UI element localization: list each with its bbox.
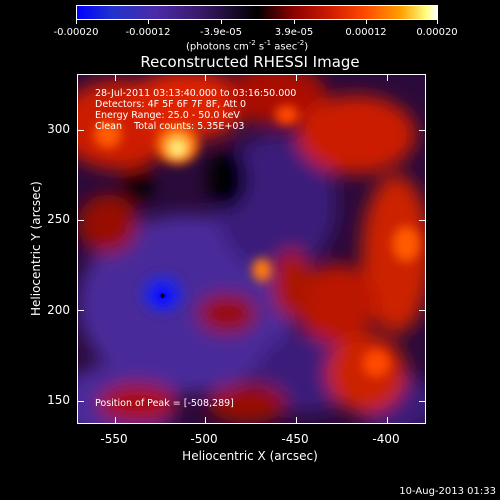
- time-range-text: 28-Jul-2011 03:13:40.000 to 03:16:50.000: [95, 88, 297, 99]
- colorbar: [76, 5, 438, 20]
- y-tick-mark: [78, 401, 84, 402]
- colorbar-tick-label: -0.00012: [125, 27, 171, 38]
- colorbar-tick-mark: [148, 20, 149, 24]
- colorbar-tick-mark: [437, 20, 438, 24]
- colorbar-tick-label: 0.00012: [345, 27, 387, 38]
- x-tick-mark: [387, 75, 388, 81]
- colorbar-tick-mark: [366, 20, 367, 24]
- x-tick-label: -400: [372, 432, 400, 446]
- rhessi-image-panel: 28-Jul-2011 03:13:40.000 to 03:16:50.000…: [77, 74, 426, 424]
- x-tick-label: -550: [100, 432, 128, 446]
- y-tick-mark: [78, 310, 84, 311]
- detectors-text: Detectors: 4F 5F 6F 7F 8F, Att 0: [95, 99, 247, 110]
- rhessi-intensity-map: [78, 75, 425, 423]
- x-tick-mark: [205, 417, 206, 423]
- colorbar-tick-mark: [221, 20, 222, 24]
- observation-info: 28-Jul-2011 03:13:40.000 to 03:16:50.000…: [95, 88, 296, 132]
- y-tick-label: 200: [47, 303, 70, 317]
- energy-range-text: Energy Range: 25.0 - 50.0 keV: [95, 110, 240, 121]
- image-title: Reconstructed RHESSI Image: [140, 53, 360, 71]
- x-axis-label: Heliocentric X (arcsec): [182, 449, 318, 463]
- x-tick-mark: [387, 417, 388, 423]
- colorbar-unit-label: (photons cm-2 s-1 asec-2): [186, 39, 309, 53]
- y-tick-label: 150: [47, 393, 70, 407]
- colorbar-tick-label: -3.9e-05: [200, 27, 242, 38]
- x-tick-mark: [296, 75, 297, 81]
- colorbar-tick-label: 3.9e-05: [274, 27, 314, 38]
- colorbar-tick-mark: [294, 20, 295, 24]
- y-axis-label: Heliocentric Y (arcsec): [29, 181, 43, 316]
- x-tick-mark: [115, 417, 116, 423]
- minimum-marker: [160, 293, 165, 298]
- y-tick-mark: [419, 130, 425, 131]
- colorbar-tick-label: 0.00020: [416, 27, 458, 38]
- y-tick-mark: [78, 220, 84, 221]
- x-tick-label: -450: [281, 432, 309, 446]
- x-tick-mark: [115, 75, 116, 81]
- peak-position-text: Position of Peak = [-508,289]: [95, 398, 234, 409]
- x-tick-label: -500: [190, 432, 218, 446]
- colorbar-tick-mark: [76, 20, 77, 24]
- y-tick-mark: [419, 310, 425, 311]
- y-tick-label: 250: [47, 212, 70, 226]
- colorbar-tick-label: -0.00020: [53, 27, 99, 38]
- y-tick-mark: [78, 130, 84, 131]
- y-tick-mark: [419, 220, 425, 221]
- x-tick-mark: [205, 75, 206, 81]
- timestamp-footer: 10-Aug-2013 01:33: [399, 486, 496, 497]
- y-tick-label: 300: [47, 122, 70, 136]
- x-tick-mark: [296, 417, 297, 423]
- clean-counts-text: Clean Total counts: 5.35E+03: [95, 121, 245, 132]
- y-tick-mark: [419, 401, 425, 402]
